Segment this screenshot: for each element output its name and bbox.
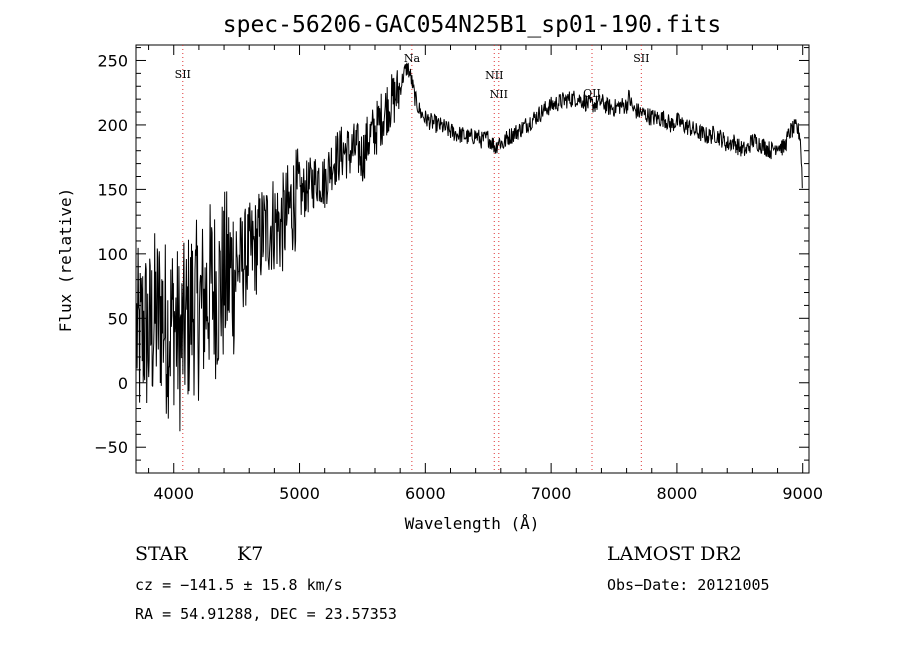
plot-frame (135, 44, 810, 474)
x-tick-label: 8000 (657, 484, 698, 503)
x-tick-label: 5000 (279, 484, 320, 503)
y-tick-label: 200 (97, 116, 128, 135)
object-subclass: K7 (237, 543, 263, 565)
axis-ticks (136, 45, 809, 473)
object-class: STAR (135, 543, 188, 565)
spectrum-line (136, 62, 803, 432)
obs-date-text: Obs−Date: 20121005 (607, 576, 770, 594)
line-marker-label: Na (404, 52, 421, 65)
line-marker-label: NII (490, 88, 508, 101)
y-tick-label: 150 (97, 180, 128, 199)
survey-name: LAMOST DR2 (607, 543, 742, 565)
series-layer (136, 62, 803, 432)
y-axis-label: Flux (relative) (56, 188, 75, 333)
y-tick-label: 100 (97, 245, 128, 264)
axis-tick-labels: 4000 5000 6000 7000 8000 9000 −50 0 50 100 150 200 2… (94, 51, 823, 503)
x-axis-label: Wavelength (Å) (405, 514, 540, 533)
x-tick-label: 9000 (782, 484, 823, 503)
redshift-text: cz = −141.5 ± 15.8 km/s (135, 576, 343, 594)
coords-text: RA = 54.91288, DEC = 23.57353 (135, 605, 397, 623)
line-marker-label: SII (175, 68, 191, 81)
y-tick-label: 0 (118, 374, 128, 393)
x-tick-label: 4000 (153, 484, 194, 503)
line-marker-label: NII (485, 69, 503, 82)
chart-title: spec-56206-GAC054N25B1_sp01-190.fits (223, 12, 722, 38)
y-tick-label: 250 (97, 51, 128, 70)
x-tick-label: 6000 (405, 484, 446, 503)
x-tick-label: 7000 (531, 484, 572, 503)
y-tick-label: 50 (108, 309, 128, 328)
line-marker-label: SII (633, 52, 649, 65)
y-tick-label: −50 (94, 438, 128, 457)
